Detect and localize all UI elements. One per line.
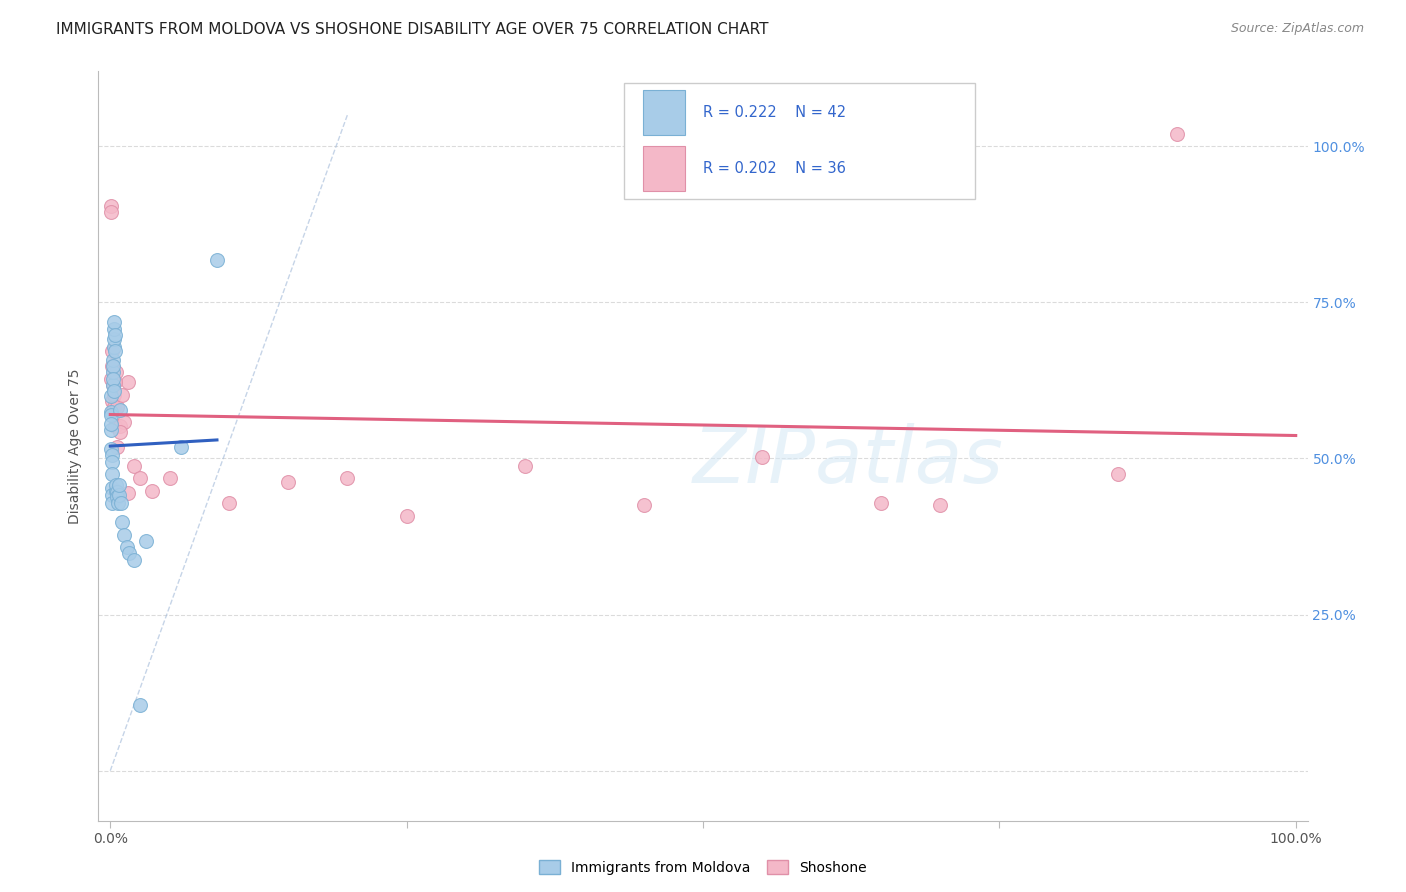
Point bbox=[159, 471, 181, 485]
Point bbox=[108, 425, 131, 440]
Point bbox=[101, 394, 124, 409]
Point bbox=[129, 471, 152, 485]
Point bbox=[100, 359, 122, 373]
Point bbox=[395, 508, 418, 523]
Legend: Immigrants from Moldova, Shoshone: Immigrants from Moldova, Shoshone bbox=[534, 855, 872, 880]
Point bbox=[111, 388, 134, 402]
Point bbox=[105, 484, 128, 499]
Point bbox=[100, 205, 122, 219]
Point bbox=[101, 365, 124, 379]
Point bbox=[100, 389, 122, 403]
Point bbox=[218, 496, 240, 510]
Point bbox=[205, 252, 228, 267]
Point bbox=[277, 475, 299, 490]
Point bbox=[336, 471, 359, 485]
Point bbox=[100, 199, 122, 213]
Point bbox=[103, 401, 125, 415]
Bar bbox=[643, 90, 685, 135]
Text: ZIPatlas: ZIPatlas bbox=[693, 423, 1004, 499]
Point bbox=[118, 546, 141, 560]
Point bbox=[170, 440, 193, 454]
Point bbox=[111, 515, 134, 529]
Point bbox=[101, 482, 124, 496]
Point bbox=[117, 376, 139, 390]
Point bbox=[103, 332, 125, 346]
Point bbox=[101, 377, 124, 392]
Point bbox=[633, 498, 655, 512]
Y-axis label: Disability Age Over 75: Disability Age Over 75 bbox=[69, 368, 83, 524]
Point bbox=[115, 540, 138, 554]
Point bbox=[100, 442, 122, 457]
Text: Source: ZipAtlas.com: Source: ZipAtlas.com bbox=[1230, 22, 1364, 36]
Text: IMMIGRANTS FROM MOLDOVA VS SHOSHONE DISABILITY AGE OVER 75 CORRELATION CHART: IMMIGRANTS FROM MOLDOVA VS SHOSHONE DISA… bbox=[56, 22, 769, 37]
Point bbox=[105, 490, 128, 504]
Point bbox=[929, 498, 952, 512]
Point bbox=[104, 344, 127, 359]
Point bbox=[135, 533, 157, 548]
Point bbox=[103, 315, 125, 329]
Point bbox=[108, 477, 131, 491]
Point bbox=[117, 485, 139, 500]
Point bbox=[1107, 467, 1129, 482]
Text: R = 0.222    N = 42: R = 0.222 N = 42 bbox=[703, 105, 846, 120]
Text: R = 0.202    N = 36: R = 0.202 N = 36 bbox=[703, 161, 846, 177]
Point bbox=[122, 458, 145, 473]
Point bbox=[751, 450, 773, 465]
Point bbox=[108, 402, 131, 417]
Point bbox=[105, 440, 128, 454]
Point bbox=[141, 483, 163, 498]
Point bbox=[122, 552, 145, 566]
Point bbox=[103, 321, 125, 335]
Bar bbox=[624, 83, 976, 199]
Point bbox=[129, 698, 152, 712]
Point bbox=[105, 477, 128, 491]
Point bbox=[103, 384, 125, 398]
Point bbox=[107, 496, 129, 510]
Point bbox=[1166, 127, 1188, 141]
Point bbox=[100, 449, 122, 463]
Point bbox=[101, 352, 124, 367]
Point bbox=[104, 376, 127, 390]
Point bbox=[105, 365, 128, 379]
Point bbox=[103, 340, 125, 354]
Point bbox=[100, 424, 122, 438]
Point bbox=[108, 419, 131, 434]
Point bbox=[100, 408, 122, 422]
Point bbox=[101, 467, 124, 482]
Point bbox=[110, 496, 132, 510]
Point bbox=[104, 327, 127, 342]
Point bbox=[100, 417, 122, 432]
Point bbox=[107, 488, 129, 502]
Point bbox=[103, 402, 125, 417]
Point bbox=[104, 483, 127, 498]
Point bbox=[101, 496, 124, 510]
Point bbox=[515, 458, 537, 473]
Point bbox=[100, 455, 122, 469]
Point bbox=[101, 488, 124, 502]
Point bbox=[103, 388, 125, 402]
Bar bbox=[643, 146, 685, 191]
Point bbox=[104, 419, 127, 434]
Point bbox=[100, 371, 122, 385]
Point bbox=[114, 415, 136, 429]
Point bbox=[869, 496, 891, 510]
Point bbox=[114, 527, 136, 541]
Point bbox=[100, 405, 122, 419]
Point bbox=[103, 359, 125, 373]
Point bbox=[101, 377, 124, 392]
Point bbox=[101, 344, 124, 359]
Point bbox=[103, 371, 125, 385]
Point bbox=[105, 401, 128, 415]
